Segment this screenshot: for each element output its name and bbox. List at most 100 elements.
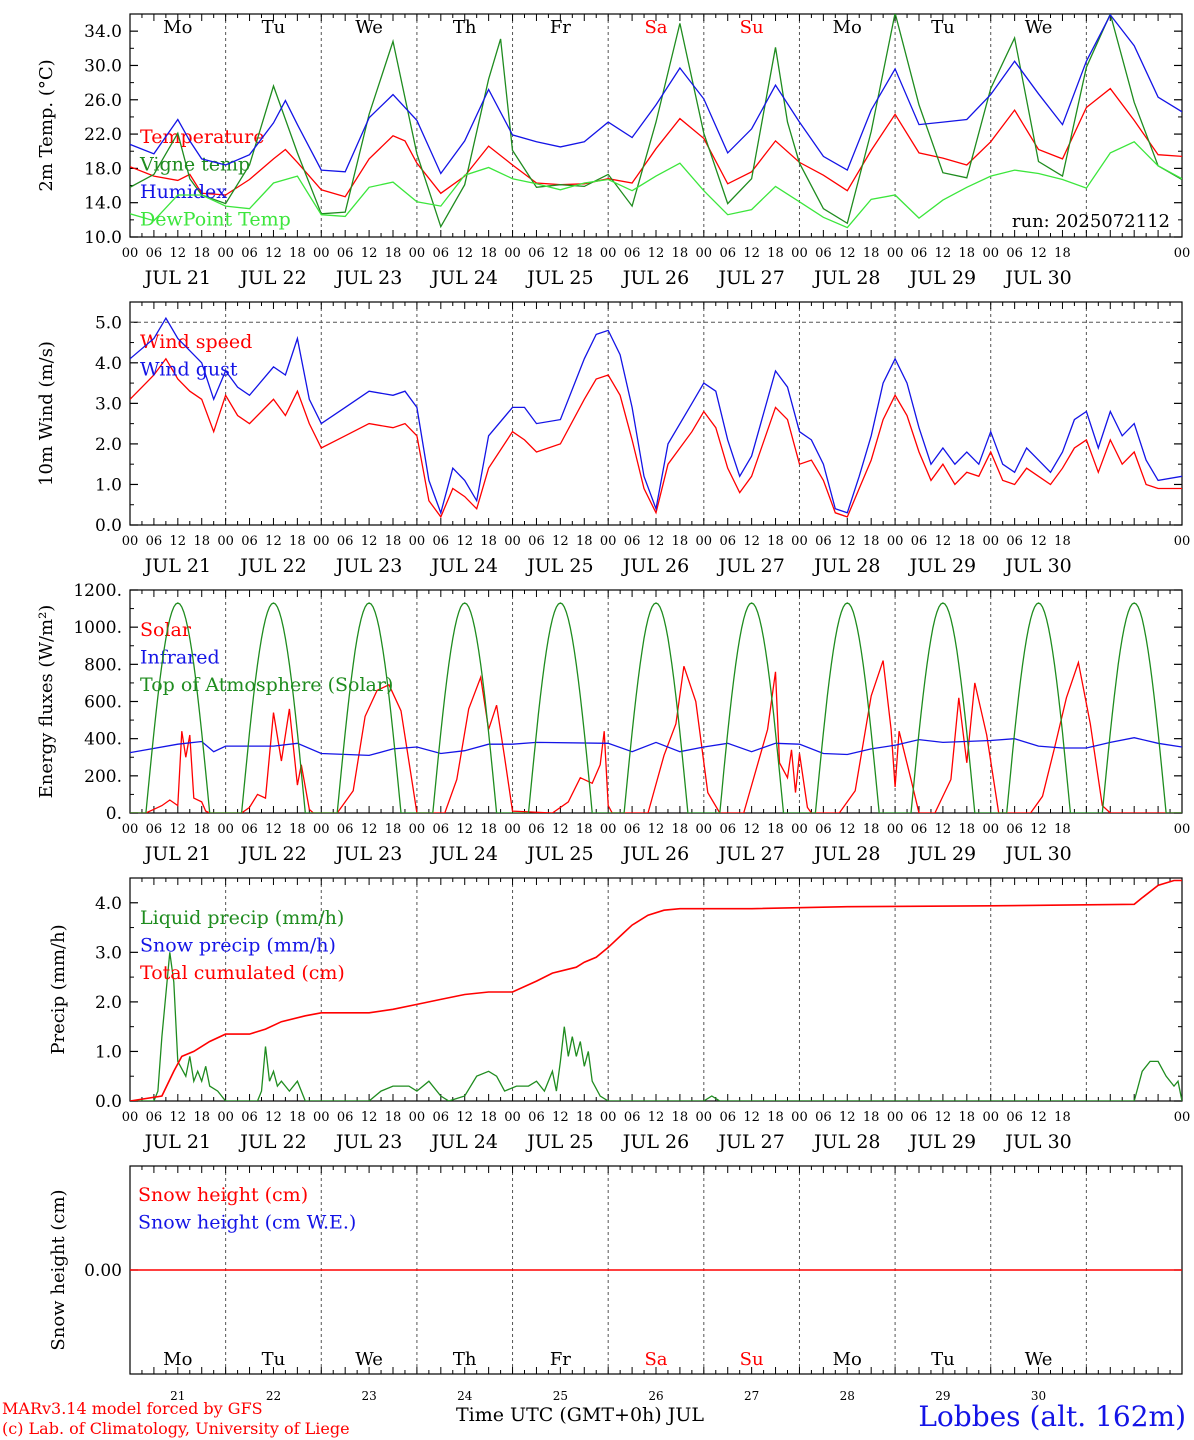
y-tick-label: 3.0: [95, 394, 122, 414]
x-hour-label: 06: [433, 534, 450, 549]
x-hour-label: 06: [528, 246, 545, 261]
x-hour-label: 00: [122, 534, 139, 549]
x-hour-label: 18: [193, 1110, 210, 1125]
y-tick-label: 400.: [84, 730, 122, 750]
y-tick-label: 600.: [84, 693, 122, 713]
x-hour-label: 00: [217, 822, 234, 837]
x-hour-label: 00: [600, 822, 617, 837]
x-hour-label: 12: [265, 246, 282, 261]
x-date-label: JUL 25: [525, 1131, 593, 1153]
x-hour-label: 00: [791, 246, 808, 261]
x-hour-label: 18: [480, 246, 497, 261]
x-hour-label: 06: [528, 1110, 545, 1125]
x-hour-label: 12: [935, 534, 952, 549]
day-of-week-label: We: [355, 17, 383, 38]
x-hour-label: 12: [648, 246, 665, 261]
series-line-humidex: [130, 14, 1182, 175]
panel-4: 0.0 1.0 2.0 3.0 4.0 Precip (mm/h) Liquid preci…: [48, 877, 1191, 1153]
x-date-label: JUL 23: [334, 1131, 402, 1153]
day-of-week-label: Tu: [931, 17, 955, 38]
bottom-day-number: 26: [648, 1389, 663, 1403]
x-date-label: JUL 29: [908, 1131, 976, 1153]
x-hour-label: 12: [935, 246, 952, 261]
x-hour-label: 18: [576, 246, 593, 261]
x-hour-label: 06: [719, 534, 736, 549]
day-of-week-label: Su: [740, 1349, 764, 1370]
day-of-week-label: Mo: [163, 1349, 192, 1370]
x-hour-label: 18: [767, 534, 784, 549]
x-hour-label: 06: [1006, 534, 1023, 549]
x-hour-label: 18: [385, 534, 402, 549]
x-hour-label: 06: [241, 822, 258, 837]
x-hour-label: 12: [552, 534, 569, 549]
x-hour-label: 06: [815, 246, 832, 261]
x-hour-label: 18: [959, 822, 976, 837]
x-hour-label: 00: [982, 1110, 999, 1125]
x-hour-label: 06: [719, 1110, 736, 1125]
x-date-label: JUL 27: [716, 843, 784, 865]
x-hour-label: 06: [146, 246, 163, 261]
x-hour-label: 00: [696, 1110, 713, 1125]
legend-entry: Snow height (cm): [138, 1184, 308, 1206]
x-date-label: JUL 29: [908, 555, 976, 577]
x-hour-label: 06: [815, 534, 832, 549]
credit-line-1: MARv3.14 model forced by GFS: [2, 1399, 263, 1418]
y-axis-label: 10m Wind (m/s): [36, 341, 57, 486]
y-axis-label: 2m Temp. (°C): [36, 59, 57, 191]
x-hour-label: 18: [193, 822, 210, 837]
x-hour-label: 18: [193, 534, 210, 549]
x-date-label: JUL 25: [525, 843, 593, 865]
x-hour-label: 00: [504, 1110, 521, 1125]
x-hour-label: 18: [480, 822, 497, 837]
x-date-label: JUL 29: [908, 843, 976, 865]
x-hour-label: 06: [241, 246, 258, 261]
day-of-week-label: Fr: [550, 1349, 571, 1370]
run-label: run: 2025072112: [1012, 211, 1170, 232]
x-hour-label: 06: [719, 822, 736, 837]
day-of-week-label: Th: [453, 1349, 477, 1370]
x-hour-label: 06: [146, 822, 163, 837]
x-hour-label: 06: [815, 1110, 832, 1125]
x-hour-label: 00: [887, 1110, 904, 1125]
x-hour-label: 00: [504, 246, 521, 261]
x-hour-label: 12: [456, 1110, 473, 1125]
x-hour-label: 00: [409, 822, 426, 837]
x-date-label: JUL 28: [812, 1131, 880, 1153]
x-date-label: JUL 28: [812, 843, 880, 865]
x-hour-label: 12: [265, 534, 282, 549]
series-line-vigne-temp: [130, 14, 1182, 229]
panel-3: 0. 200. 400. 600. 800. 1000. 1200. Energy fluxe…: [36, 581, 1190, 865]
legend-entry: DewPoint Temp: [140, 209, 291, 231]
x-hour-label: 12: [265, 822, 282, 837]
x-hour-label: 18: [1054, 534, 1071, 549]
x-hour-label: 00: [217, 1110, 234, 1125]
y-tick-label: 1200.: [73, 581, 122, 601]
x-hour-label: 18: [385, 822, 402, 837]
x-hour-label: 00: [313, 1110, 330, 1125]
x-date-label: JUL 26: [621, 555, 689, 577]
x-hour-label: 18: [1054, 246, 1071, 261]
y-tick-label: 200.: [84, 767, 122, 787]
x-hour-label: 00: [122, 1110, 139, 1125]
x-hour-label: 18: [767, 822, 784, 837]
x-hour-label: 18: [193, 246, 210, 261]
x-hour-label: 06: [433, 246, 450, 261]
x-hour-label: 18: [767, 246, 784, 261]
x-hour-label: 00: [791, 1110, 808, 1125]
bottom-day-number: 23: [361, 1389, 376, 1403]
x-hour-label: 00: [982, 534, 999, 549]
x-hour-label: 12: [456, 246, 473, 261]
x-hour-label: 12: [935, 822, 952, 837]
day-of-week-label: Mo: [163, 17, 192, 38]
x-hour-label: 12: [1030, 246, 1047, 261]
x-hour-label: 06: [911, 534, 928, 549]
x-hour-label: 00: [1174, 246, 1191, 261]
x-hour-label: 00: [1174, 1110, 1191, 1125]
x-hour-label: 12: [1030, 822, 1047, 837]
day-of-week-label: We: [355, 1349, 383, 1370]
x-date-label: JUL 23: [334, 555, 402, 577]
x-hour-label: 18: [959, 1110, 976, 1125]
x-date-label: JUL 24: [429, 555, 497, 577]
x-hour-label: 06: [911, 246, 928, 261]
